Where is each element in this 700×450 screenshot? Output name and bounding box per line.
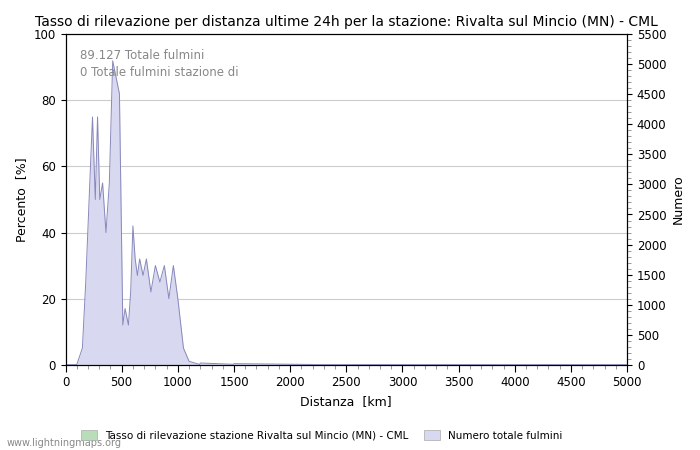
Text: 0 Totale fulmini stazione di: 0 Totale fulmini stazione di: [80, 66, 238, 79]
Title: Tasso di rilevazione per distanza ultime 24h per la stazione: Rivalta sul Mincio: Tasso di rilevazione per distanza ultime…: [35, 15, 658, 29]
Text: www.lightningmaps.org: www.lightningmaps.org: [7, 438, 122, 448]
X-axis label: Distanza  [km]: Distanza [km]: [300, 395, 392, 408]
Text: 89.127 Totale fulmini: 89.127 Totale fulmini: [80, 49, 204, 62]
Y-axis label: Numero: Numero: [672, 175, 685, 224]
Y-axis label: Percento  [%]: Percento [%]: [15, 157, 28, 242]
Legend: Tasso di rilevazione stazione Rivalta sul Mincio (MN) - CML, Numero totale fulmi: Tasso di rilevazione stazione Rivalta su…: [77, 426, 567, 445]
